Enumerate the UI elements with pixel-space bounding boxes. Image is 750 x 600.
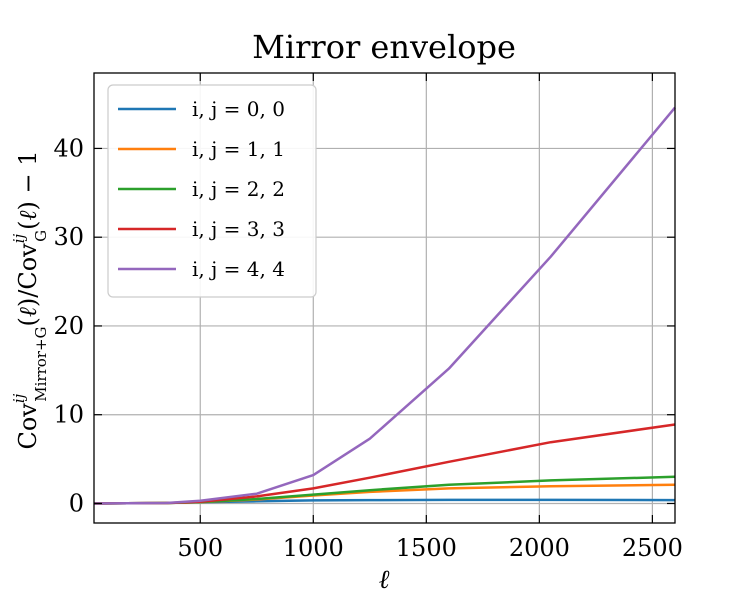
x-tick-label: 2500 [622,534,683,562]
y-tick-label: 30 [53,223,84,251]
x-tick-label: 1500 [396,534,457,562]
legend: i, j = 0, 0 i, j = 1, 1 i, j = 2, 2 i, j = … [107,84,317,298]
legend-label-1: i, j = 1, 1 [192,137,285,161]
x-axis-label: ℓ [379,565,390,595]
y-axis-label: Covij Mirror+G(ℓ)/Covij G(ℓ) − 1 [10,150,50,449]
x-tick-label: 500 [177,534,223,562]
y-tick-label: 40 [53,134,84,162]
y-tick-label: 10 [53,401,84,429]
tick-labels: 500 1000 1500 2000 2500 0 10 20 30 40 [53,134,682,562]
legend-label-2: i, j = 2, 2 [192,177,285,201]
legend-box [107,84,317,298]
legend-label-4: i, j = 4, 4 [192,257,285,281]
y-tick-label: 20 [53,312,84,340]
x-tick-label: 2000 [509,534,570,562]
axes [93,72,676,524]
legend-label-0: i, j = 0, 0 [192,97,285,121]
y-tick-label: 0 [69,489,84,517]
series-lines [93,106,676,505]
plot-frame [93,72,676,524]
series-line-4 [93,106,676,505]
x-tick-label: 1000 [283,534,344,562]
legend-label-3: i, j = 3, 3 [192,217,285,241]
chart-title: Mirror envelope [252,28,516,66]
